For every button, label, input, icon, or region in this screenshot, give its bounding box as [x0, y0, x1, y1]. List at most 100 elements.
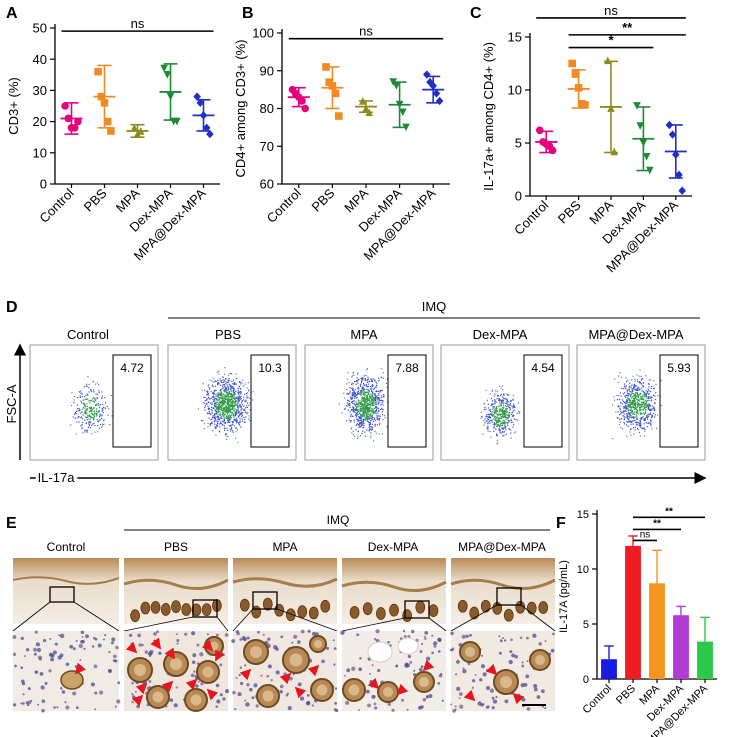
flow-event	[216, 403, 218, 406]
flow-event	[203, 402, 205, 404]
flow-event	[632, 416, 634, 418]
flow-event	[639, 413, 641, 415]
flow-event	[497, 414, 499, 416]
flow-event	[239, 411, 241, 413]
flow-event	[359, 406, 361, 408]
flow-event	[358, 402, 360, 404]
nucleus	[387, 640, 390, 644]
flow-event	[638, 431, 640, 433]
flow-event	[363, 384, 365, 386]
flow-event	[204, 407, 206, 409]
flow-event	[619, 421, 621, 423]
nucleus	[53, 706, 56, 709]
flow-event	[98, 390, 100, 392]
flow-event	[236, 422, 238, 424]
flow-event	[647, 390, 649, 393]
flow-event	[244, 418, 246, 421]
nucleus	[411, 629, 415, 634]
nucleus	[495, 696, 498, 699]
flow-event	[208, 401, 210, 403]
flow-event	[644, 406, 646, 408]
flow-event	[357, 430, 359, 433]
flow-event	[363, 392, 365, 394]
flow-event	[656, 414, 659, 416]
flow-event	[646, 405, 648, 407]
flow-event	[494, 390, 497, 392]
flow-event	[374, 402, 376, 404]
flow-event	[231, 430, 234, 432]
flow-event	[213, 392, 215, 394]
flow-event	[220, 402, 222, 404]
flow-event	[354, 396, 356, 398]
flow-event	[513, 403, 515, 405]
flow-event	[637, 381, 639, 383]
flow-event	[230, 427, 233, 430]
flow-event	[499, 400, 501, 402]
flow-event	[216, 382, 219, 384]
flow-event	[660, 379, 662, 382]
nucleus	[249, 687, 253, 692]
flow-event	[380, 376, 382, 378]
flow-event	[364, 435, 366, 437]
nucleus	[420, 665, 424, 669]
flow-event	[357, 420, 359, 422]
flow-event	[358, 404, 360, 406]
flow-event	[87, 414, 89, 416]
flow-event	[495, 407, 497, 409]
flow-event	[360, 407, 362, 409]
nucleus	[41, 708, 45, 713]
flow-event	[231, 398, 233, 400]
flow-event	[511, 415, 514, 417]
flow-event	[623, 385, 626, 387]
flow-event	[371, 392, 373, 394]
panel-label-f: F	[556, 515, 566, 532]
flow-event	[240, 409, 243, 411]
flow-event	[362, 377, 364, 379]
flow-event	[369, 408, 371, 410]
nucleus	[540, 689, 545, 694]
flow-event	[506, 417, 508, 419]
histology-title: MPA@Dex-MPA	[458, 540, 546, 554]
flow-event	[220, 415, 222, 418]
flow-event	[80, 392, 82, 394]
flow-event	[363, 413, 365, 415]
flow-event	[227, 435, 229, 438]
data-point	[668, 130, 677, 139]
data-point	[548, 146, 557, 155]
flow-event	[218, 403, 220, 405]
flow-event	[84, 410, 86, 412]
nucleus	[12, 652, 17, 656]
flow-gate-percent: 7.88	[395, 361, 419, 375]
flow-event	[358, 426, 360, 429]
flow-event	[495, 417, 497, 420]
flow-event	[651, 427, 653, 430]
flow-event	[350, 420, 352, 422]
flow-event	[505, 414, 507, 416]
flow-event	[641, 413, 643, 415]
flow-event	[217, 394, 219, 396]
hair-follicle	[181, 603, 192, 616]
flow-event	[621, 399, 624, 401]
flow-event	[85, 410, 87, 412]
flow-event	[355, 380, 357, 382]
flow-event	[364, 388, 366, 390]
flow-event	[225, 402, 227, 404]
flow-event	[503, 402, 505, 404]
flow-event	[83, 407, 85, 409]
red-arrow	[215, 649, 225, 662]
flow-event	[96, 408, 98, 410]
flow-event	[351, 383, 353, 386]
flow-event	[219, 389, 221, 392]
flow-event	[348, 419, 350, 421]
flow-event	[377, 377, 379, 379]
nucleus	[235, 676, 238, 679]
flow-event	[239, 424, 241, 426]
flow-event	[85, 422, 87, 424]
flow-event	[228, 378, 230, 380]
flow-event	[632, 401, 634, 403]
flow-event	[623, 419, 625, 421]
flow-event	[654, 398, 657, 401]
flow-event	[221, 392, 223, 394]
flow-event	[380, 397, 382, 399]
flow-event	[357, 412, 359, 414]
